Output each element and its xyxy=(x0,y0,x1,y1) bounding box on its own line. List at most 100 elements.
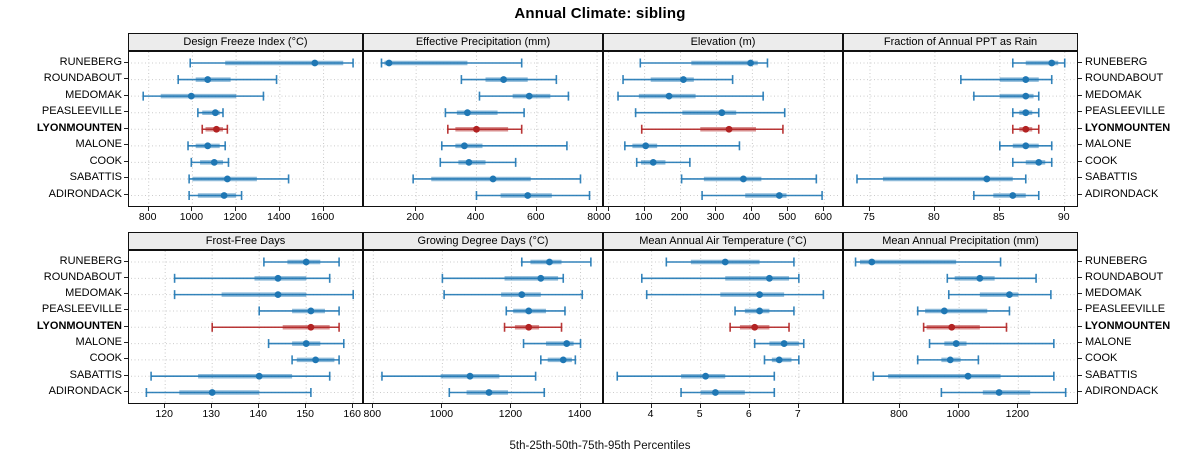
median-dot xyxy=(208,388,216,396)
row-label-left: ADIRONDACK xyxy=(48,188,122,200)
median-dot xyxy=(204,75,212,83)
median-dot xyxy=(1035,158,1043,166)
row-label-left: SABATTIS xyxy=(69,368,122,381)
median-dot xyxy=(525,92,533,100)
median-dot xyxy=(780,339,788,347)
row-tick-right xyxy=(1078,144,1082,146)
row-label-left: LYONMOUNTEN xyxy=(36,319,122,332)
median-dot xyxy=(740,175,747,182)
median-dot xyxy=(559,355,567,363)
row-tick-left xyxy=(124,374,128,376)
row-label-right: ROUNDABOUT xyxy=(1085,270,1164,283)
row-label-right: LYONMOUNTEN xyxy=(1085,121,1171,134)
row-tick-left xyxy=(124,342,128,344)
median-dot xyxy=(213,125,220,133)
median-dot xyxy=(546,258,553,265)
row-label-right: MALONE xyxy=(1085,336,1132,349)
row-label-left: ROUNDABOUT xyxy=(43,72,122,85)
row-label-right: MALONE xyxy=(1085,138,1132,151)
median-dot xyxy=(537,274,545,282)
panel-header: Effective Precipitation (mm) xyxy=(363,33,603,51)
axis-tick xyxy=(147,207,149,211)
axis-tick-label: 1200 xyxy=(498,408,523,420)
axis-tick xyxy=(322,207,324,211)
axis-tick xyxy=(164,404,166,408)
median-dot xyxy=(775,355,783,363)
median-dot xyxy=(1022,92,1030,100)
row-tick-left xyxy=(124,325,128,327)
row-label-left: MALONE xyxy=(75,138,122,151)
axis-tick xyxy=(441,404,443,408)
axis-tick-label: 400 xyxy=(742,211,761,223)
row-label-left: ADIRONDACK xyxy=(48,385,122,397)
axis-tick-label: 200 xyxy=(406,211,424,223)
row-tick-left xyxy=(124,127,128,129)
median-dot xyxy=(307,323,315,331)
median-dot xyxy=(775,191,783,199)
median-dot xyxy=(312,355,319,363)
panel-plot xyxy=(128,50,363,207)
panel-plot xyxy=(128,249,363,404)
median-dot xyxy=(525,307,533,314)
axis-tick-label: 600 xyxy=(526,211,545,223)
panel-canvas xyxy=(846,51,1075,206)
median-dot xyxy=(385,59,393,66)
median-dot xyxy=(1022,108,1030,116)
panel-header: Mean Annual Air Temperature (°C) xyxy=(603,232,843,250)
median-dot xyxy=(718,108,726,116)
row-tick-left xyxy=(124,358,128,360)
median-dot xyxy=(642,141,650,149)
axis-tick-label: 6 xyxy=(745,408,752,420)
row-tick-right xyxy=(1078,260,1082,262)
axis-tick xyxy=(643,207,645,211)
axis-tick-label: 1400 xyxy=(567,408,592,420)
axis-tick-label: 800 xyxy=(138,211,157,223)
axis-tick xyxy=(258,404,260,408)
median-dot xyxy=(211,108,219,116)
axis-tick xyxy=(352,404,354,408)
row-tick-left xyxy=(124,78,128,80)
median-dot xyxy=(220,191,228,199)
row-tick-left xyxy=(124,61,128,63)
median-dot xyxy=(302,258,310,265)
axis-tick xyxy=(510,404,512,408)
row-label-right: PEASLEEVILLE xyxy=(1085,303,1166,316)
row-tick-left xyxy=(124,111,128,113)
axis-tick xyxy=(191,207,193,211)
row-tick-left xyxy=(124,160,128,162)
median-dot xyxy=(1022,141,1030,149)
axis-tick xyxy=(475,207,477,211)
median-dot xyxy=(518,290,526,298)
axis-tick xyxy=(823,207,825,211)
median-dot xyxy=(204,141,212,149)
axis-tick-label: 0 xyxy=(604,211,611,223)
axis-tick-label: 1200 xyxy=(1005,408,1029,420)
median-dot xyxy=(563,339,571,347)
median-dot xyxy=(461,141,468,149)
axis-tick xyxy=(797,404,799,408)
axis-tick xyxy=(998,207,1000,211)
row-label-left: RUNEBERG xyxy=(59,55,122,68)
median-dot xyxy=(524,191,532,199)
row-label-left: MEDOMAK xyxy=(65,88,122,101)
axis-tick xyxy=(372,404,374,408)
row-tick-right xyxy=(1078,276,1082,278)
axis-tick xyxy=(278,207,280,211)
median-dot xyxy=(274,274,282,282)
row-tick-right xyxy=(1078,127,1082,129)
panel-plot xyxy=(603,249,843,404)
median-dot xyxy=(665,92,673,100)
row-tick-left xyxy=(124,293,128,295)
axis-tick xyxy=(235,207,237,211)
axis-tick xyxy=(898,404,900,408)
row-tick-left xyxy=(124,260,128,262)
median-dot xyxy=(500,75,507,83)
axis-tick xyxy=(715,207,717,211)
median-dot xyxy=(680,75,687,83)
row-tick-left xyxy=(124,391,128,392)
axis-tick-label: 85 xyxy=(992,211,1005,223)
median-dot xyxy=(187,92,195,100)
median-dot xyxy=(702,372,709,380)
row-label-left: COOK xyxy=(89,154,122,167)
